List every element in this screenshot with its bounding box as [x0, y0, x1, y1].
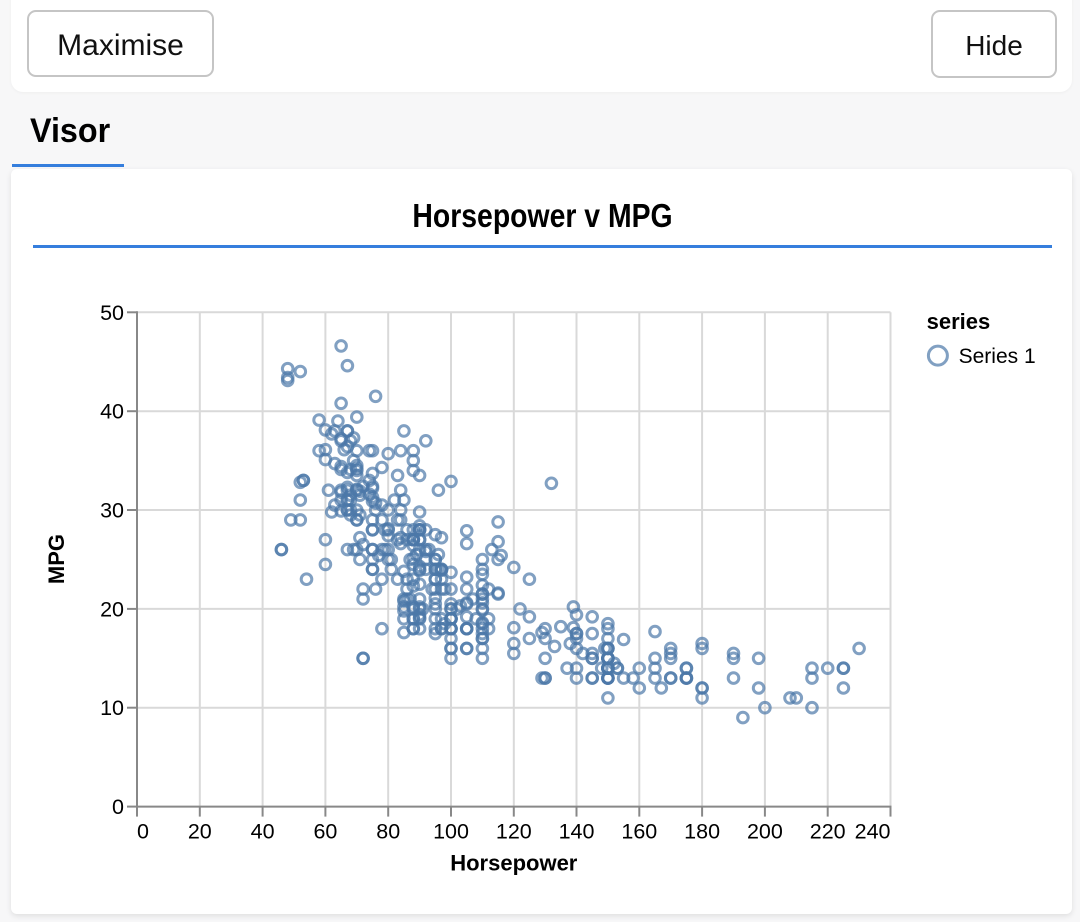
svg-text:20: 20: [100, 597, 124, 621]
svg-text:50: 50: [100, 301, 124, 325]
svg-text:120: 120: [496, 820, 532, 844]
svg-text:60: 60: [313, 820, 337, 844]
svg-text:100: 100: [433, 820, 469, 844]
svg-text:0: 0: [112, 795, 124, 819]
svg-text:40: 40: [100, 400, 124, 424]
svg-text:240: 240: [855, 820, 891, 844]
svg-text:200: 200: [747, 820, 783, 844]
svg-text:Series 1: Series 1: [959, 345, 1036, 368]
svg-text:series: series: [927, 309, 991, 334]
svg-text:20: 20: [188, 820, 212, 844]
svg-text:10: 10: [100, 696, 124, 720]
svg-text:180: 180: [684, 820, 720, 844]
svg-text:0: 0: [137, 820, 149, 844]
svg-text:220: 220: [810, 820, 846, 844]
svg-text:160: 160: [621, 820, 657, 844]
svg-text:140: 140: [559, 820, 595, 844]
svg-text:Horsepower: Horsepower: [450, 851, 578, 876]
svg-text:80: 80: [376, 820, 400, 844]
svg-text:MPG: MPG: [44, 534, 69, 584]
svg-text:40: 40: [251, 820, 275, 844]
svg-text:30: 30: [100, 499, 124, 523]
